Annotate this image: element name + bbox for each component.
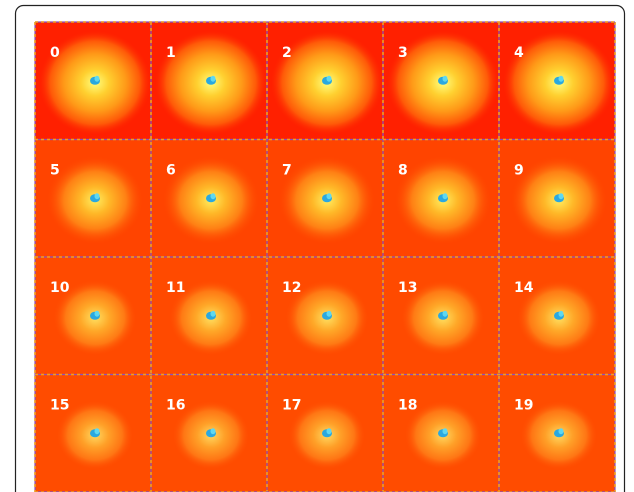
panel-label: 12 [282, 280, 301, 296]
core-spot-inner [558, 428, 564, 435]
core-spot-inner [210, 310, 216, 317]
core-spot-inner [558, 193, 564, 200]
panel: 8 [383, 139, 499, 257]
core-spot-inner [94, 428, 100, 435]
panel: 1 [151, 22, 267, 140]
core-spot-inner [210, 193, 216, 200]
panel-label: 1 [166, 45, 176, 61]
panel-label: 11 [166, 280, 185, 296]
core-spot-inner [442, 428, 448, 435]
core-spot-inner [326, 193, 332, 200]
panel: 13 [383, 257, 499, 375]
panel: 6 [151, 139, 267, 257]
core-spot-inner [326, 75, 332, 82]
panel: 11 [151, 257, 267, 375]
panel: 18 [383, 374, 499, 492]
frame [14, 4, 626, 492]
core-spot-inner [210, 428, 216, 435]
panel-label: 0 [50, 45, 60, 61]
panel-label: 7 [282, 163, 292, 179]
panel-label: 2 [282, 45, 292, 61]
panel-label: 3 [398, 45, 408, 61]
core-spot-inner [558, 75, 564, 82]
panel: 15 [35, 374, 151, 492]
panel-label: 14 [514, 280, 534, 296]
core-spot-inner [326, 428, 332, 435]
core-spot-inner [210, 75, 216, 82]
core-spot-inner [442, 310, 448, 317]
panel: 3 [383, 22, 499, 140]
panel: 5 [35, 139, 151, 257]
panel-label: 6 [166, 163, 176, 179]
core-spot-inner [442, 193, 448, 200]
core-spot-inner [326, 310, 332, 317]
grid-lines [34, 21, 616, 492]
panel-label: 19 [514, 398, 533, 414]
core-spot-inner [442, 75, 448, 82]
panel: 2 [267, 22, 383, 140]
panel-label: 13 [398, 280, 417, 296]
panel-label: 4 [514, 45, 524, 61]
panel-label: 16 [166, 398, 185, 414]
panel-label: 18 [398, 398, 417, 414]
panel: 0 [35, 22, 151, 140]
panel: 19 [499, 374, 615, 492]
panel: 16 [151, 374, 267, 492]
panel: 10 [35, 257, 151, 375]
panel-label: 5 [50, 163, 60, 179]
panel-label: 15 [50, 398, 69, 414]
core-spot-inner [94, 75, 100, 82]
panel: 9 [499, 139, 615, 257]
core-spot-inner [94, 193, 100, 200]
core-spot-inner [94, 310, 100, 317]
panel: 12 [267, 257, 383, 375]
core-spot-inner [558, 310, 564, 317]
panel: 4 [499, 22, 615, 140]
panel-label: 8 [398, 163, 408, 179]
panel-label: 10 [50, 280, 70, 296]
panel-label: 9 [514, 163, 524, 179]
panel: 17 [267, 374, 383, 492]
panel: 7 [267, 139, 383, 257]
panel: 14 [499, 257, 615, 375]
panel-label: 17 [282, 398, 301, 414]
